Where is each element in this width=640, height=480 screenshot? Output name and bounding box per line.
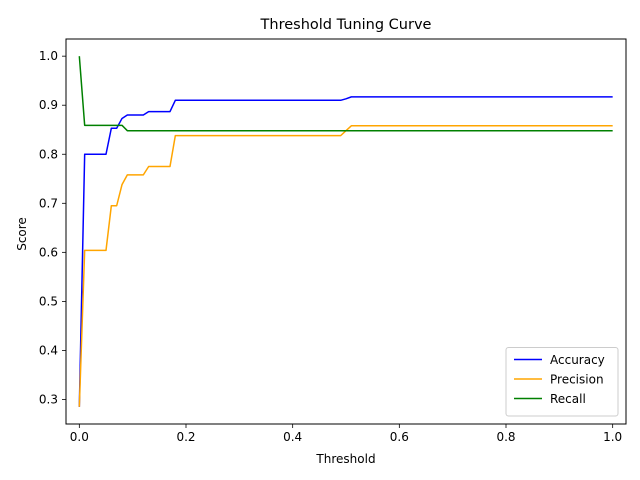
- x-tick-label: 0.8: [496, 430, 515, 444]
- x-tick-label: 0.2: [176, 430, 195, 444]
- x-tick-label: 0.6: [390, 430, 409, 444]
- y-tick-label: 0.9: [39, 98, 58, 112]
- y-axis: 0.3 0.4 0.5 0.6 0.7 0.8 0.9 1.0: [39, 49, 66, 406]
- plot-frame: [65, 38, 627, 425]
- legend: Accuracy Precision Recall: [505, 347, 619, 417]
- y-tick-label: 0.4: [39, 343, 58, 357]
- y-axis-label: Score: [15, 217, 29, 251]
- y-tick-label: 0.8: [39, 147, 58, 161]
- legend-label-accuracy: Accuracy: [550, 353, 605, 367]
- y-tick-label: 0.7: [39, 196, 58, 210]
- series-layer: [78, 56, 613, 407]
- y-tick-label: 0.3: [39, 392, 58, 406]
- series-line-accuracy: [78, 96, 613, 407]
- x-tick-label: 0.0: [70, 430, 89, 444]
- y-tick-label: 0.5: [39, 294, 58, 308]
- series-line-recall: [78, 56, 613, 132]
- legend-label-precision: Precision: [550, 373, 604, 387]
- x-tick-label: 1.0: [603, 430, 622, 444]
- y-tick-label: 1.0: [39, 49, 58, 63]
- series-line-precision: [78, 125, 613, 407]
- x-axis: 0.0 0.2 0.4 0.6 0.8 1.0: [70, 424, 622, 444]
- legend-label-recall: Recall: [550, 392, 586, 406]
- x-axis-label: Threshold: [315, 452, 375, 466]
- y-tick-label: 0.6: [39, 245, 58, 259]
- x-tick-label: 0.4: [283, 430, 302, 444]
- chart-title: Threshold Tuning Curve: [260, 17, 432, 33]
